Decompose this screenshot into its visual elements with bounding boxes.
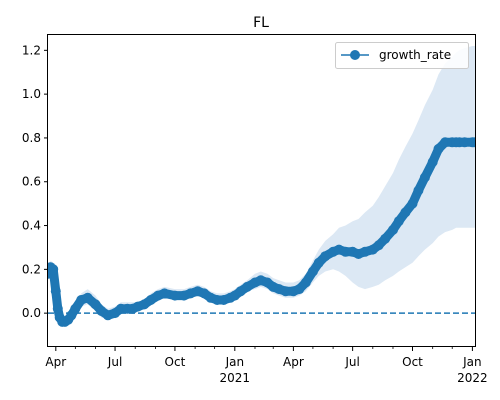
data-point xyxy=(159,288,170,299)
data-point xyxy=(294,284,305,295)
legend: growth_rate xyxy=(335,42,469,69)
x-tick-label: Jan xyxy=(462,355,482,369)
legend-label: growth_rate xyxy=(379,48,451,62)
x-tick-year-label: 2021 xyxy=(220,371,251,385)
data-point xyxy=(145,295,156,305)
x-tick-label: Jul xyxy=(344,355,359,369)
data-point xyxy=(169,290,180,301)
data-point xyxy=(373,240,384,251)
data-point xyxy=(313,257,324,268)
data-point xyxy=(459,137,470,148)
data-point xyxy=(242,281,253,292)
data-point xyxy=(407,198,418,209)
data-point xyxy=(50,286,61,297)
x-tick-label: Jul xyxy=(107,355,122,369)
data-point xyxy=(70,303,81,314)
y-tick-label: 0.6 xyxy=(22,175,41,189)
data-point xyxy=(470,137,475,148)
chart-title: FL xyxy=(253,15,269,31)
confidence-band xyxy=(48,46,475,327)
data-point xyxy=(433,143,444,154)
data-point xyxy=(48,264,59,275)
data-point xyxy=(340,246,351,257)
plot-frame xyxy=(47,34,476,347)
x-tick-label: Oct xyxy=(402,355,423,369)
x-tick-year-label: 2022 xyxy=(457,371,488,385)
y-tick-label: 0.4 xyxy=(22,219,41,233)
data-point xyxy=(320,251,331,262)
data-point xyxy=(380,233,391,244)
legend-box xyxy=(335,42,469,69)
y-tick-label: 0.0 xyxy=(22,306,41,320)
data-point xyxy=(280,286,291,297)
y-tick-label: 1.2 xyxy=(22,43,41,57)
data-point xyxy=(300,277,311,288)
data-point xyxy=(413,185,424,196)
data-point xyxy=(52,303,63,314)
data-point xyxy=(360,246,370,257)
legend-marker xyxy=(350,50,360,60)
data-point xyxy=(82,292,93,303)
data-point xyxy=(400,207,411,218)
data-point xyxy=(393,216,404,227)
x-tick-label: Oct xyxy=(165,355,186,369)
y-tick-label: 0.2 xyxy=(22,262,41,276)
x-tick-label: Jan xyxy=(225,355,245,369)
y-tick-label: 0.8 xyxy=(22,131,41,145)
data-point xyxy=(307,266,318,277)
data-point xyxy=(388,224,398,235)
data-point xyxy=(440,137,451,148)
y-tick-label: 1.0 xyxy=(22,87,41,101)
data-point xyxy=(90,299,101,310)
x-tick-label: Apr xyxy=(283,355,304,369)
data-point xyxy=(419,172,430,183)
data-point xyxy=(427,157,438,167)
x-tick-label: Apr xyxy=(45,355,66,369)
